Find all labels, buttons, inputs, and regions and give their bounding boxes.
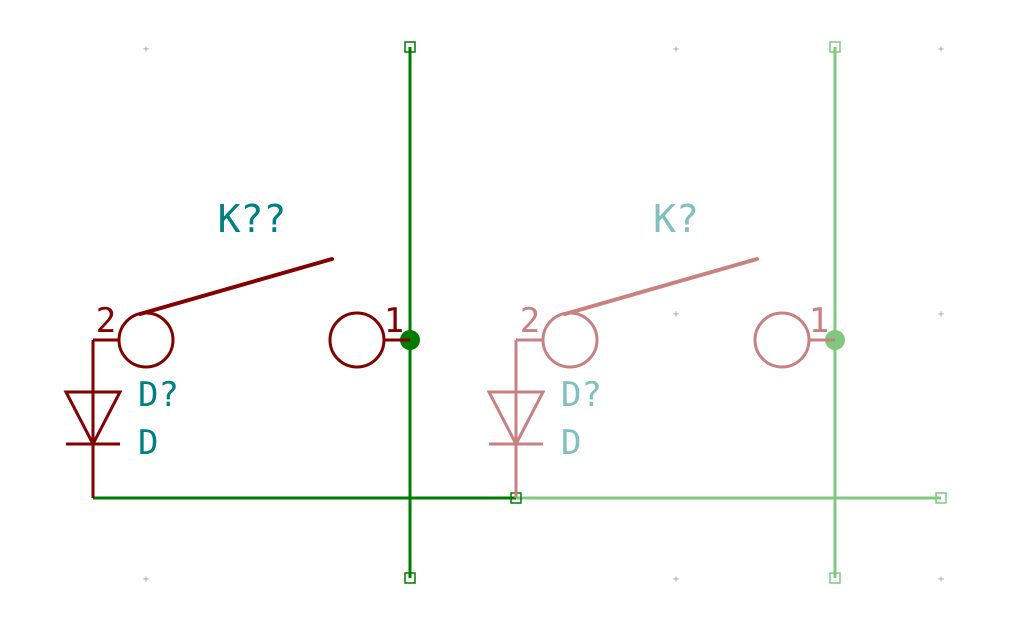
diode-triangle: [63, 390, 123, 448]
wire-endpoint-icon[interactable]: [829, 572, 841, 584]
keyswitch-symbol-icon[interactable]: 2 1: [516, 257, 835, 369]
ghost-diode-triangle: [486, 390, 546, 448]
ghost-switch-pin1-number: 1: [809, 301, 829, 341]
switch-pin2-number: 2: [96, 301, 116, 341]
diode-value-label[interactable]: D: [138, 423, 158, 463]
wire-endpoint-icon[interactable]: [829, 41, 841, 53]
grid-dot-icon: +: [143, 44, 149, 55]
grid-dot-icon: +: [938, 309, 944, 320]
grid-dot-icon: +: [673, 44, 679, 55]
wire-endpoint-icon[interactable]: [404, 572, 416, 584]
grid-dot-icon: +: [143, 574, 149, 585]
wire-endpoint-icon[interactable]: [935, 492, 947, 504]
grid-dot-icon: +: [673, 309, 679, 320]
grid-dot-icon: +: [938, 574, 944, 585]
grid-dot-icon: +: [673, 574, 679, 585]
diode-symbol-icon[interactable]: [63, 340, 123, 498]
ghost-switch-pin2-number: 2: [520, 301, 540, 341]
ghost-switch-reference-label[interactable]: K?: [653, 197, 699, 241]
switch-pin1-number: 1: [384, 301, 404, 341]
switch-lever: [138, 257, 334, 316]
keyswitch-symbol-icon[interactable]: 2 1: [93, 257, 410, 369]
grid: + + + + + + + +: [143, 44, 944, 585]
diode-reference-label[interactable]: D?: [138, 375, 179, 415]
diode-symbol-icon[interactable]: [486, 340, 546, 498]
wire-endpoint-icon[interactable]: [404, 41, 416, 53]
ghost-diode-reference-label[interactable]: D?: [561, 375, 602, 415]
grid-dot-icon: +: [938, 44, 944, 55]
ghost-diode-value-label[interactable]: D: [561, 423, 581, 463]
ghost-switch-lever: [563, 257, 759, 316]
switch-reference-label[interactable]: K??: [218, 197, 287, 241]
